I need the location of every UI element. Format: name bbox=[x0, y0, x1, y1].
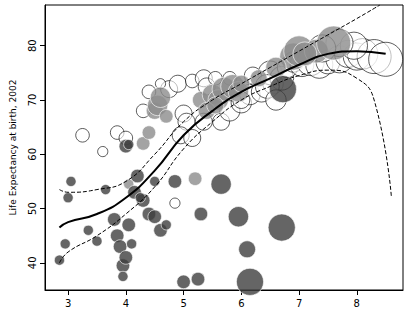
svg-text:4: 4 bbox=[123, 298, 129, 309]
svg-text:80: 80 bbox=[27, 39, 38, 52]
svg-text:40: 40 bbox=[27, 256, 38, 269]
svg-text:6: 6 bbox=[238, 298, 244, 309]
svg-text:60: 60 bbox=[27, 148, 38, 161]
svg-text:3: 3 bbox=[65, 298, 71, 309]
svg-text:Life Expectancy at birth, 2002: Life Expectancy at birth, 2002 bbox=[8, 80, 18, 216]
svg-text:5: 5 bbox=[180, 298, 186, 309]
svg-text:50: 50 bbox=[27, 202, 38, 215]
svg-text:8: 8 bbox=[354, 298, 360, 309]
svg-text:7: 7 bbox=[296, 298, 302, 309]
svg-text:70: 70 bbox=[27, 94, 38, 107]
